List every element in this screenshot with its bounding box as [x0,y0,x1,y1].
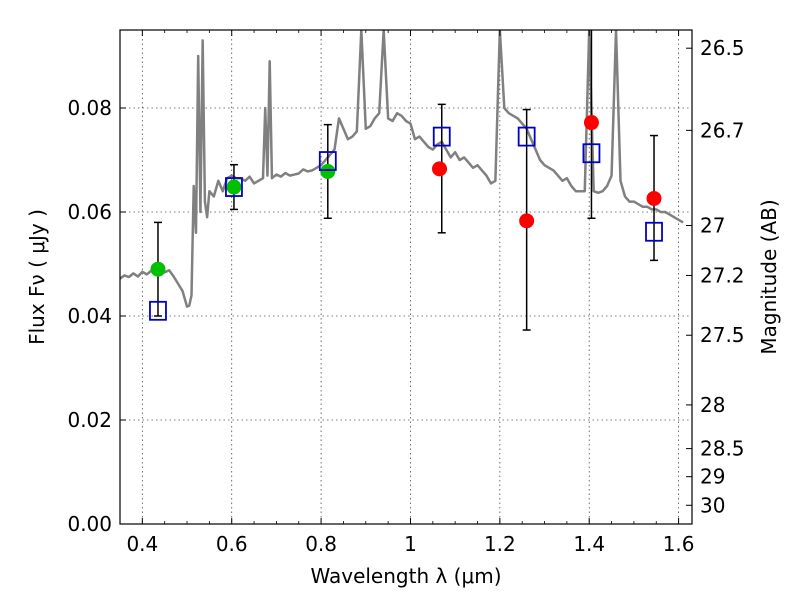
x-axis-label: Wavelength λ (μm) [310,564,501,588]
y-tick-label: 0.04 [67,304,112,328]
x-tick-label: 1.2 [484,532,516,556]
model-spectrum-line [120,30,684,308]
grid-lines [120,30,692,524]
y-tick-label: 0.08 [67,96,112,120]
x-tick-label: 0.4 [126,532,158,556]
blue-data-square [432,126,451,147]
y-tick-label: 0.00 [67,512,112,536]
x-tick-label: 0.6 [216,532,248,556]
right-tick-label: 27.2 [700,263,745,287]
blue-data-square [149,300,167,321]
y-axis-left: 0.00 0.02 0.04 0.06 0.08 [67,96,126,536]
green-data-point [320,163,336,179]
blue-data-square [225,177,243,197]
blue-data-square [582,143,601,164]
red-data-point [646,190,662,206]
y-tick-label: 0.06 [67,200,112,224]
x-tick-label: 1.6 [663,532,695,556]
x-tick-label: 1.4 [573,532,605,556]
right-tick-label: 29 [700,465,725,489]
y-axis-right: 26.5 26.7 27 27.2 27.5 28 28.5 29 30 [686,36,745,517]
x-tick-label: 1 [404,532,417,556]
green-data-point [226,179,242,195]
y-tick-label: 0.02 [67,408,112,432]
x-tick-label: 0.8 [305,532,337,556]
right-tick-label: 27.5 [700,323,745,347]
right-tick-label: 30 [700,493,725,517]
right-tick-label: 27 [700,214,725,238]
right-tick-label: 28.5 [700,437,745,461]
blue-data-square [517,126,536,147]
red-data-point [519,213,535,229]
plot-frame [119,29,693,525]
blue-data-square [318,151,337,171]
y-axis-right-label: Magnitude (AB) [757,199,781,354]
x-axis: 0.4 0.6 0.8 1 1.2 1.4 1.6 [119,30,695,556]
green-data-point [150,261,166,277]
plot-area [120,30,684,331]
red-data-point [432,161,448,177]
red-data-point [583,115,599,131]
y-axis-label: Flux Fν ( μJy ) [25,209,49,345]
right-tick-label: 28 [700,393,725,417]
right-tick-label: 26.5 [700,36,745,60]
right-tick-label: 26.7 [700,118,745,142]
blue-data-square [645,221,663,242]
